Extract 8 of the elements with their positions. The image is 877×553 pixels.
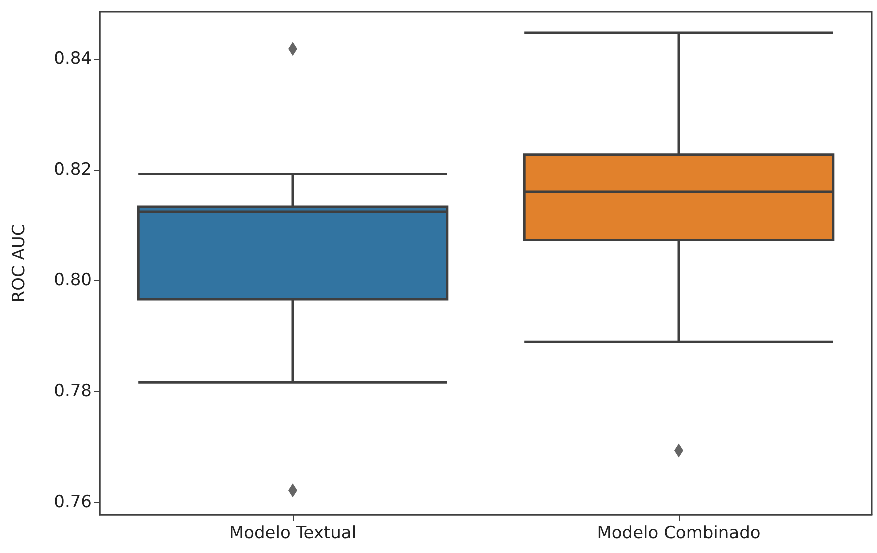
y-axis-title: ROC AUC [10, 224, 30, 303]
y-tick-label: 0.84 [54, 49, 92, 70]
y-tick-label: 0.82 [54, 160, 92, 180]
x-tick-label: Modelo Combinado [597, 524, 761, 544]
y-tick-label: 0.80 [54, 270, 92, 291]
x-tick-label: Modelo Textual [229, 524, 357, 544]
y-tick-label: 0.76 [54, 492, 92, 512]
y-tick-label: 0.78 [54, 381, 92, 402]
